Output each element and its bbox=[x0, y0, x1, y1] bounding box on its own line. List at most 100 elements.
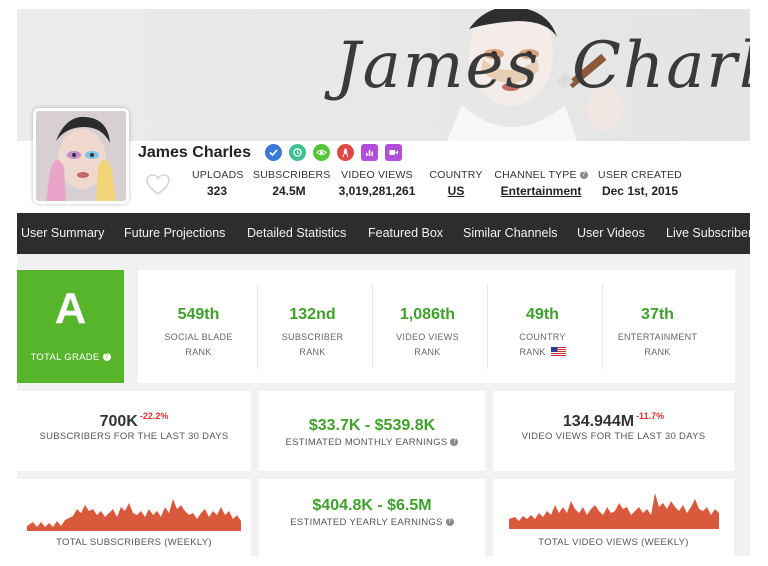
total-subscribers-weekly-label: TOTAL SUBSCRIBERS (WEEKLY) bbox=[56, 537, 212, 548]
clock-icon[interactable] bbox=[289, 144, 306, 161]
rank-label-line2: RANK bbox=[414, 347, 441, 357]
stat-video-views: VIDEO VIEWS 3,019,281,261 bbox=[335, 169, 419, 198]
rank-label-line1: COUNTRY bbox=[519, 332, 566, 342]
nav-detailed-statistics[interactable]: Detailed Statistics bbox=[247, 226, 347, 240]
stat-channel-type: CHANNEL TYPE? Entertainment bbox=[493, 169, 589, 198]
yearly-earnings-card: $404.8K - $6.5M ESTIMATED YEARLY EARNING… bbox=[259, 479, 485, 556]
rank-social-blade: 549th SOCIAL BLADE RANK bbox=[141, 284, 256, 369]
subscribers-30-days-label: SUBSCRIBERS FOR THE LAST 30 DAYS bbox=[39, 431, 229, 442]
channel-name: James Charles bbox=[138, 144, 251, 161]
subs30-change: -22.2% bbox=[139, 411, 169, 421]
eye-icon[interactable] bbox=[313, 144, 330, 161]
subscribers-30-days-card: 700K -22.2% SUBSCRIBERS FOR THE LAST 30 D… bbox=[17, 391, 251, 471]
views30-change: -11.7% bbox=[636, 411, 665, 421]
uploads-label: UPLOADS bbox=[192, 169, 244, 181]
monthly-earnings-card: $33.7K - $539.8K ESTIMATED MONTHLY EARNI… bbox=[259, 391, 485, 471]
uploads-value: 323 bbox=[206, 184, 228, 198]
nav-user-videos[interactable]: User Videos bbox=[577, 226, 645, 240]
grade-label-text: TOTAL GRADE bbox=[30, 352, 100, 363]
channel-type-label: CHANNEL TYPE? bbox=[493, 169, 589, 181]
profile-header bbox=[17, 141, 750, 213]
country-label: COUNTRY bbox=[429, 169, 483, 181]
video-camera-icon[interactable] bbox=[385, 144, 402, 161]
rank-label: ENTERTAINMENT RANK bbox=[600, 330, 715, 360]
rank-label: COUNTRY RANK bbox=[485, 330, 600, 360]
subscribers-sparkline bbox=[27, 499, 241, 531]
yearly-earnings-value: $404.8K - $6.5M bbox=[312, 497, 432, 514]
verified-check-icon[interactable] bbox=[265, 144, 282, 161]
nav-future-projections[interactable]: Future Projections bbox=[124, 226, 226, 240]
nav-user-summary[interactable]: User Summary bbox=[21, 226, 105, 240]
help-icon[interactable]: ? bbox=[445, 518, 454, 526]
channel-banner: James Charles bbox=[17, 9, 750, 141]
user-created-label: USER CREATED bbox=[598, 169, 682, 181]
rank-label-line2: RANK bbox=[299, 347, 326, 357]
video-views-label: VIDEO VIEWS bbox=[341, 169, 413, 181]
stat-subscribers: SUBSCRIBERS 24.5M bbox=[253, 169, 331, 198]
rank-label: VIDEO VIEWS RANK bbox=[370, 330, 485, 360]
nav-featured-box[interactable]: Featured Box bbox=[368, 226, 444, 240]
country-link[interactable]: US bbox=[447, 184, 465, 198]
total-video-views-weekly-card: TOTAL VIDEO VIEWS (WEEKLY) bbox=[493, 479, 734, 556]
rank-value: 49th bbox=[526, 306, 559, 323]
rocket-icon[interactable] bbox=[337, 144, 354, 161]
grade-help-icon[interactable]: ? bbox=[102, 353, 111, 361]
rank-label-line1: SUBSCRIBER bbox=[281, 332, 344, 342]
video-views-sparkline bbox=[509, 493, 719, 529]
rank-label-line2: RANK bbox=[519, 347, 546, 357]
stat-country: COUNTRY US bbox=[429, 169, 483, 198]
ranks-card: 549th SOCIAL BLADE RANK 132nd SUBSCRIBER R… bbox=[138, 270, 735, 383]
rank-video-views: 1,086th VIDEO VIEWS RANK bbox=[370, 284, 485, 369]
yearly-earnings-label-text: ESTIMATED YEARLY EARNINGS bbox=[290, 517, 443, 528]
subscribers-label: SUBSCRIBERS bbox=[253, 169, 331, 181]
rank-label-line2: RANK bbox=[644, 347, 671, 357]
channel-type-label-text: CHANNEL TYPE bbox=[494, 169, 577, 181]
favorite-heart-icon[interactable] bbox=[146, 174, 170, 196]
rank-divider bbox=[372, 284, 373, 369]
subscribers-value: 24.5M bbox=[272, 184, 306, 198]
rank-divider bbox=[257, 284, 258, 369]
nav-bar: User Summary Future Projections Detailed… bbox=[17, 213, 750, 254]
rank-entertainment: 37th ENTERTAINMENT RANK bbox=[600, 284, 715, 369]
stat-user-created: USER CREATED Dec 1st, 2015 bbox=[598, 169, 682, 198]
views-30-days-card: 134.944M -11.7% VIDEO VIEWS FOR THE LAST … bbox=[493, 391, 734, 471]
total-subscribers-weekly-card: TOTAL SUBSCRIBERS (WEEKLY) bbox=[17, 479, 251, 556]
banner-word-right: Charles bbox=[572, 29, 750, 103]
grade-letter: A bbox=[54, 284, 87, 333]
rank-value: 37th bbox=[641, 306, 674, 323]
rank-value: 549th bbox=[177, 306, 220, 323]
channel-type-link[interactable]: Entertainment bbox=[500, 184, 582, 198]
rank-label-line1: ENTERTAINMENT bbox=[617, 332, 698, 342]
rank-value: 1,086th bbox=[399, 306, 456, 323]
monthly-earnings-value: $33.7K - $539.8K bbox=[308, 417, 436, 434]
rank-country: 49th COUNTRY RANK bbox=[485, 284, 600, 369]
banner-word-left: James bbox=[335, 29, 541, 103]
rank-label: SUBSCRIBER RANK bbox=[255, 330, 370, 360]
total-grade-box: A TOTAL GRADE? bbox=[17, 270, 124, 383]
monthly-earnings-label: ESTIMATED MONTHLY EARNINGS? bbox=[259, 437, 485, 448]
rank-value: 132nd bbox=[289, 306, 336, 323]
rank-label-line2: RANK bbox=[185, 347, 212, 357]
subscribers-30-days-value: 700K -22.2% bbox=[17, 411, 251, 431]
nav-similar-channels[interactable]: Similar Channels bbox=[463, 226, 558, 240]
help-icon[interactable]: ? bbox=[450, 438, 459, 446]
yearly-earnings-label: ESTIMATED YEARLY EARNINGS? bbox=[259, 517, 485, 528]
subs30-number: 700K bbox=[99, 413, 138, 430]
user-created-value: Dec 1st, 2015 bbox=[601, 184, 679, 198]
stat-uploads: UPLOADS 323 bbox=[192, 169, 244, 198]
rank-divider bbox=[487, 284, 488, 369]
nav-live-subscriber[interactable]: Live Subscriber bbox=[666, 226, 750, 240]
views-30-days-label: VIDEO VIEWS FOR THE LAST 30 DAYS bbox=[521, 431, 706, 442]
channel-badges bbox=[265, 144, 402, 161]
us-flag-icon bbox=[550, 347, 566, 356]
total-video-views-weekly-label: TOTAL VIDEO VIEWS (WEEKLY) bbox=[538, 537, 689, 548]
bar-chart-icon[interactable] bbox=[361, 144, 378, 161]
rank-label-line1: VIDEO VIEWS bbox=[396, 332, 459, 342]
views-30-days-value: 134.944M -11.7% bbox=[493, 411, 734, 431]
channel-avatar[interactable] bbox=[33, 108, 129, 204]
rank-label: SOCIAL BLADE RANK bbox=[141, 330, 256, 360]
help-icon[interactable]: ? bbox=[579, 171, 588, 179]
views30-number: 134.944M bbox=[562, 413, 635, 430]
banner-artwork bbox=[17, 9, 750, 141]
rank-label-line1: SOCIAL BLADE bbox=[164, 332, 233, 342]
